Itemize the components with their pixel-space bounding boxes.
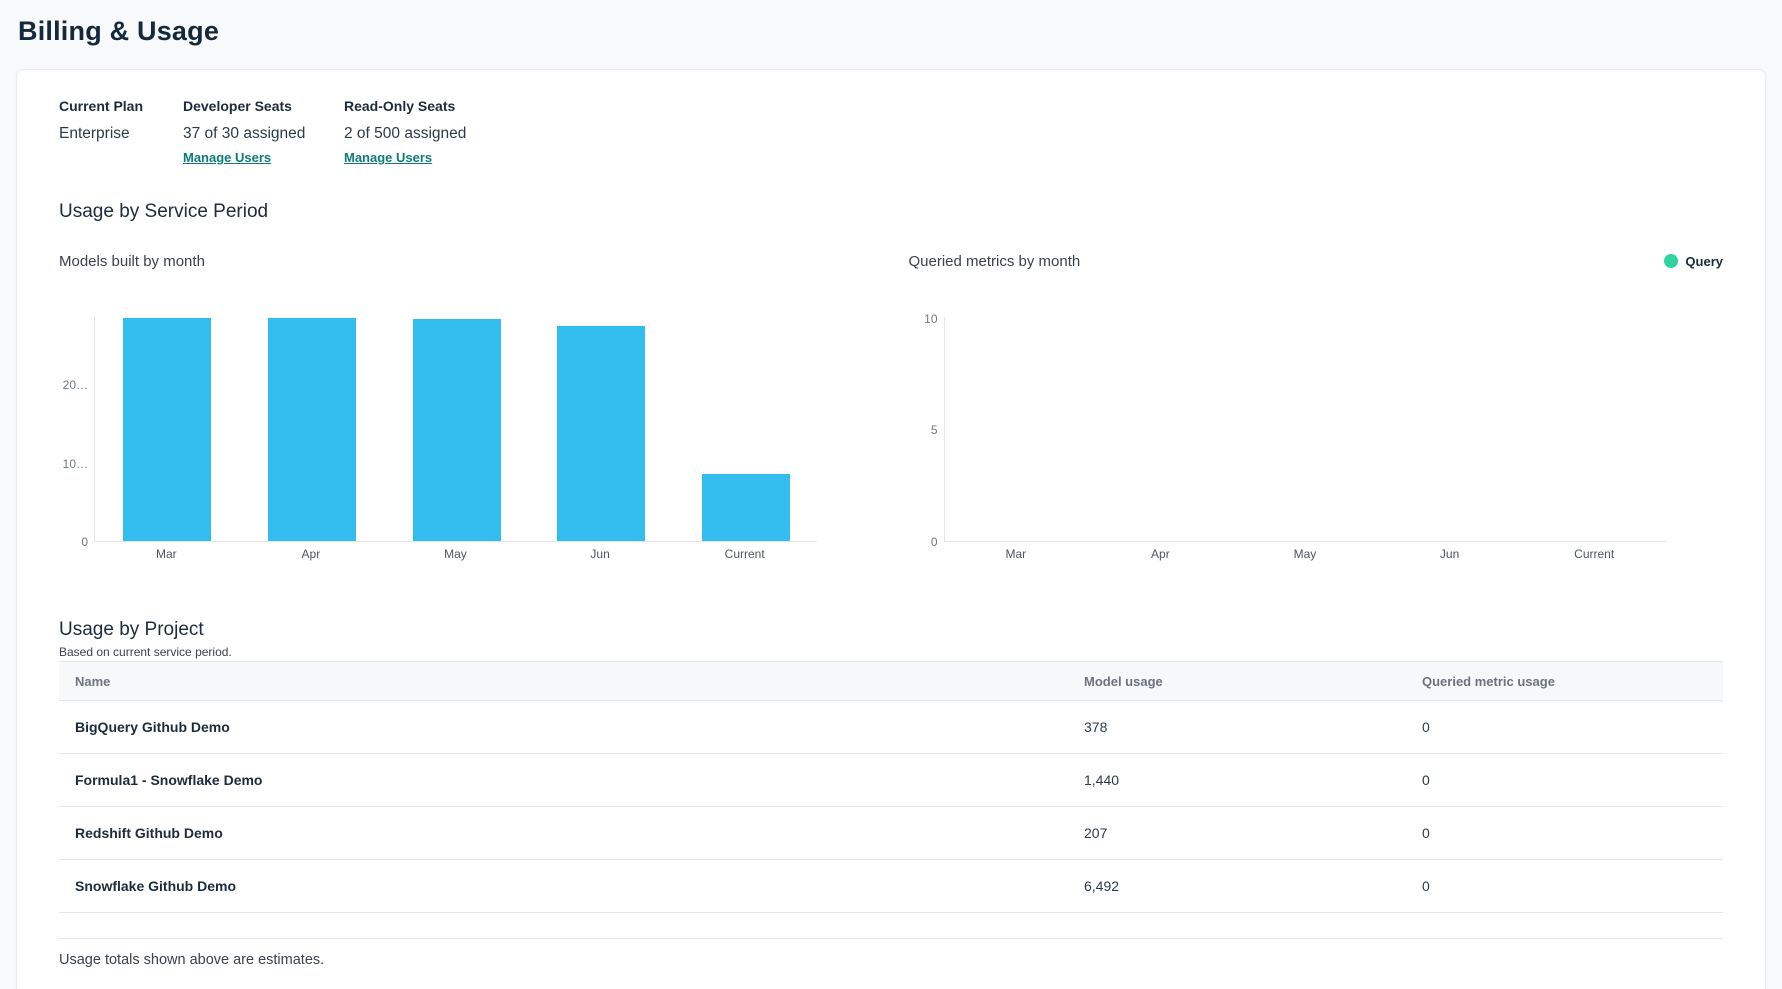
y-tick-label: 0 (930, 535, 938, 549)
y-axis: 0 10… 20… (59, 317, 94, 549)
chart-models-built-by-month: Models built by month 0 10… 20… Mar Apr May J… (59, 251, 874, 561)
project-name: Snowflake Github Demo (75, 878, 237, 894)
y-tick-label: 20… (62, 378, 88, 393)
queried-metric-usage-value: 0 (1422, 772, 1430, 788)
table-row: Snowflake Github Demo 6,492 0 (59, 860, 1723, 913)
plan-developer-seats: Developer Seats 37 of 30 assigned Manage… (183, 98, 344, 167)
x-axis: Mar Apr May Jun Current (944, 547, 1667, 561)
current-plan-label: Current Plan (59, 98, 144, 114)
usage-estimates-note: Usage totals shown above are estimates. (59, 952, 325, 968)
chart-queried-metrics-by-month: Queried metrics by month Query 0 5 10 Mar A… (908, 251, 1724, 562)
page-title: Billing & Usage (18, 16, 220, 46)
manage-users-link-readonly[interactable]: Manage Users (344, 150, 433, 165)
queried-metric-usage-value: 0 (1422, 825, 1430, 841)
developer-seats-label: Developer Seats (183, 98, 292, 114)
usage-table: Name Model usage Queried metric usage Bi… (59, 661, 1723, 913)
table-header-row: Name Model usage Queried metric usage (59, 661, 1723, 701)
x-tick-label: Current (1574, 547, 1615, 561)
queried-metric-usage-value: 0 (1422, 878, 1430, 894)
usage-by-project-title: Usage by Project (59, 619, 204, 640)
legend-query[interactable]: Query (1664, 254, 1723, 269)
model-usage-value: 1,440 (1084, 772, 1120, 788)
x-tick-label: Jun (1439, 547, 1460, 561)
readonly-seats-value: 2 of 500 assigned (344, 125, 467, 142)
legend-dot-icon (1664, 254, 1679, 268)
table-body: BigQuery Github Demo 378 0 Formula1 - Snowf… (59, 701, 1723, 913)
model-usage-value: 6,492 (1084, 878, 1120, 894)
plot-area (943, 317, 1667, 542)
readonly-seats-label: Read-Only Seats (344, 98, 456, 114)
model-usage-value: 207 (1084, 825, 1108, 841)
usage-period-title: Usage by Service Period (59, 201, 269, 222)
x-tick-label: May (444, 547, 467, 561)
col-header-queried-metric-usage: Queried metric usage (1422, 673, 1555, 689)
x-axis: Mar Apr May Jun Current (94, 547, 817, 561)
table-end-divider (59, 913, 1723, 939)
usage-by-project-subtitle: Based on current service period. (59, 645, 232, 659)
y-tick-label: 10… (62, 456, 88, 471)
current-plan-value: Enterprise (59, 125, 130, 142)
project-name: Redshift Github Demo (75, 825, 223, 841)
col-header-model-usage: Model usage (1084, 673, 1163, 689)
col-header-name: Name (75, 673, 111, 689)
billing-card: Current Plan Enterprise Developer Seats … (16, 69, 1766, 989)
table-row: BigQuery Github Demo 378 0 (59, 701, 1723, 754)
x-tick-label: Mar (155, 547, 177, 561)
bar-jun (557, 326, 646, 541)
table-row: Redshift Github Demo 207 0 (59, 807, 1723, 860)
page-header: Billing & Usage (0, 0, 1782, 47)
y-tick-label: 10 (924, 311, 938, 326)
charts-row: Models built by month 0 10… 20… Mar Apr May J… (59, 251, 1724, 562)
plan-current-plan: Current Plan Enterprise (59, 98, 183, 167)
x-tick-label: Jun (590, 547, 610, 561)
x-tick-label: Mar (1005, 547, 1027, 561)
y-tick-label: 5 (930, 423, 938, 438)
y-axis: 0 5 10 (909, 312, 944, 549)
project-name: Formula1 - Snowflake Demo (75, 772, 263, 788)
x-tick-label: Apr (301, 547, 321, 561)
x-tick-label: May (1293, 547, 1317, 561)
bar-may (412, 319, 501, 541)
plan-readonly-seats: Read-Only Seats 2 of 500 assigned Manage… (344, 98, 604, 167)
usage-by-project-section: Usage by Project Based on current servic… (59, 619, 1723, 968)
manage-users-link-developer[interactable]: Manage Users (183, 150, 272, 165)
model-usage-value: 378 (1084, 719, 1108, 735)
chart-title-queried-metrics: Queried metrics by month (908, 252, 1081, 270)
bar-current (701, 474, 790, 541)
legend-label: Query (1685, 253, 1723, 269)
bar-apr (267, 318, 356, 541)
developer-seats-value: 37 of 30 assigned (183, 125, 306, 142)
queried-metric-usage-value: 0 (1422, 719, 1430, 735)
table-row: Formula1 - Snowflake Demo 1,440 0 (59, 754, 1723, 807)
plot-area (94, 317, 817, 542)
bar-mar (123, 317, 212, 541)
y-tick-label: 0 (81, 535, 88, 549)
plan-summary: Current Plan Enterprise Developer Seats … (59, 98, 1723, 167)
x-tick-label: Apr (1151, 547, 1170, 561)
project-name: BigQuery Github Demo (75, 719, 230, 735)
chart-title-models: Models built by month (59, 252, 205, 270)
x-tick-label: Current (724, 547, 765, 561)
